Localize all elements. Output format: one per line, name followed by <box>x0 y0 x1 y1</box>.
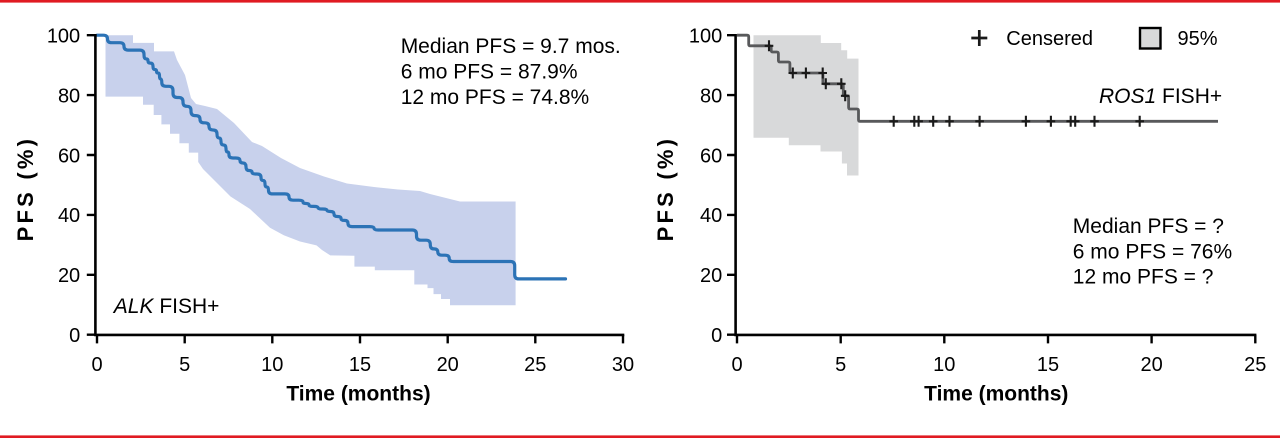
svg-text:0: 0 <box>91 354 102 376</box>
svg-text:Censered: Censered <box>1006 28 1093 50</box>
svg-text:5: 5 <box>835 354 846 376</box>
svg-text:PFS (%): PFS (%) <box>653 136 678 242</box>
svg-text:80: 80 <box>58 85 80 107</box>
svg-text:20: 20 <box>700 265 722 287</box>
svg-text:PFS (%): PFS (%) <box>13 136 38 242</box>
svg-text:40: 40 <box>700 205 722 227</box>
svg-text:60: 60 <box>58 145 80 167</box>
svg-text:80: 80 <box>700 85 722 107</box>
svg-text:0: 0 <box>69 325 80 347</box>
svg-text:20: 20 <box>437 354 459 376</box>
svg-text:25: 25 <box>524 354 546 376</box>
svg-text:100: 100 <box>689 26 722 48</box>
svg-text:25: 25 <box>1244 354 1266 376</box>
svg-text:0: 0 <box>711 325 722 347</box>
svg-text:Time (months): Time (months) <box>286 383 430 406</box>
svg-text:10: 10 <box>261 354 283 376</box>
svg-text:12 mo PFS = ?: 12 mo PFS = ? <box>1073 266 1214 289</box>
svg-text:40: 40 <box>58 205 80 227</box>
svg-text:20: 20 <box>1140 354 1162 376</box>
svg-text:60: 60 <box>700 145 722 167</box>
svg-text:100: 100 <box>47 26 80 48</box>
svg-text:10: 10 <box>933 354 955 376</box>
svg-text:30: 30 <box>612 354 634 376</box>
svg-text:Median PFS = ?: Median PFS = ? <box>1073 215 1224 238</box>
svg-text:6 mo PFS = 87.9%: 6 mo PFS = 87.9% <box>401 61 578 84</box>
svg-text:12 mo PFS = 74.8%: 12 mo PFS = 74.8% <box>401 86 590 109</box>
svg-text:Median PFS = 9.7 mos.: Median PFS = 9.7 mos. <box>401 35 621 58</box>
svg-text:15: 15 <box>349 354 371 376</box>
svg-text:95%: 95% <box>1178 28 1218 50</box>
svg-text:ALK FISH+: ALK FISH+ <box>112 295 220 318</box>
svg-text:ROS1 FISH+: ROS1 FISH+ <box>1099 85 1222 108</box>
svg-text:5: 5 <box>179 354 190 376</box>
svg-text:20: 20 <box>58 265 80 287</box>
svg-text:Time (months): Time (months) <box>924 383 1068 406</box>
svg-text:6 mo PFS = 76%: 6 mo PFS = 76% <box>1073 240 1232 263</box>
svg-text:0: 0 <box>731 354 742 376</box>
svg-text:15: 15 <box>1037 354 1059 376</box>
